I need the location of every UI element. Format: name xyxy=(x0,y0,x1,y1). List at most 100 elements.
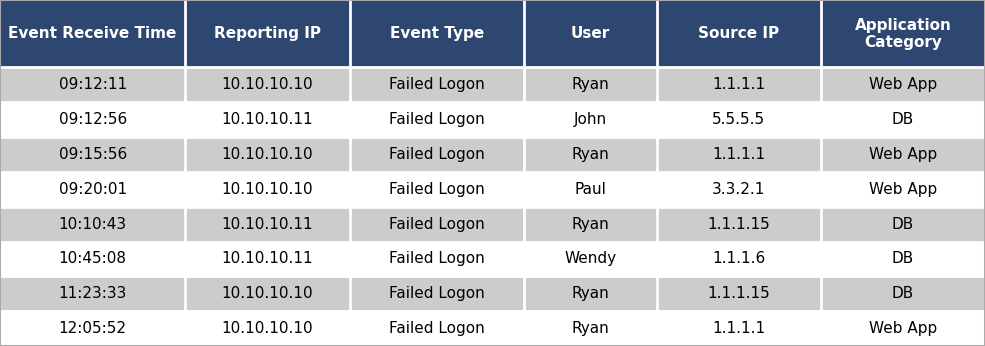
Text: 12:05:52: 12:05:52 xyxy=(59,321,127,336)
Bar xyxy=(524,311,657,346)
Bar xyxy=(0,67,185,102)
Text: 10:10:43: 10:10:43 xyxy=(59,217,127,231)
Bar xyxy=(657,0,821,67)
Bar xyxy=(524,67,657,102)
Text: 5.5.5.5: 5.5.5.5 xyxy=(712,112,765,127)
Bar xyxy=(657,276,821,311)
Text: 1.1.1.6: 1.1.1.6 xyxy=(712,252,765,266)
Text: 10.10.10.11: 10.10.10.11 xyxy=(222,217,313,231)
Text: Wendy: Wendy xyxy=(564,252,617,266)
Bar xyxy=(524,242,657,276)
Bar xyxy=(821,137,985,172)
Bar xyxy=(350,67,524,102)
Text: Failed Logon: Failed Logon xyxy=(389,147,485,162)
Text: 09:20:01: 09:20:01 xyxy=(59,182,127,197)
Bar xyxy=(657,137,821,172)
Bar xyxy=(185,67,350,102)
Bar xyxy=(350,137,524,172)
Bar xyxy=(0,172,185,207)
Text: Application
Category: Application Category xyxy=(854,18,952,50)
Bar xyxy=(524,102,657,137)
Bar xyxy=(657,172,821,207)
Bar xyxy=(185,311,350,346)
Text: Ryan: Ryan xyxy=(571,78,610,92)
Text: 09:12:56: 09:12:56 xyxy=(58,112,127,127)
Bar xyxy=(350,102,524,137)
Text: Web App: Web App xyxy=(869,147,937,162)
Text: 3.3.2.1: 3.3.2.1 xyxy=(712,182,765,197)
Bar xyxy=(524,0,657,67)
Text: Failed Logon: Failed Logon xyxy=(389,252,485,266)
Bar xyxy=(821,102,985,137)
Bar xyxy=(0,276,185,311)
Text: DB: DB xyxy=(891,252,914,266)
Bar xyxy=(657,67,821,102)
Text: 09:15:56: 09:15:56 xyxy=(58,147,127,162)
Text: 10.10.10.10: 10.10.10.10 xyxy=(222,147,313,162)
Bar xyxy=(821,0,985,67)
Text: Ryan: Ryan xyxy=(571,321,610,336)
Bar xyxy=(185,172,350,207)
Text: 10.10.10.10: 10.10.10.10 xyxy=(222,321,313,336)
Text: John: John xyxy=(574,112,607,127)
Bar xyxy=(524,276,657,311)
Text: DB: DB xyxy=(891,286,914,301)
Text: DB: DB xyxy=(891,112,914,127)
Bar xyxy=(821,172,985,207)
Bar xyxy=(524,207,657,242)
Bar xyxy=(0,0,185,67)
Text: 11:23:33: 11:23:33 xyxy=(58,286,127,301)
Text: 1.1.1.1: 1.1.1.1 xyxy=(712,78,765,92)
Text: 10.10.10.11: 10.10.10.11 xyxy=(222,252,313,266)
Bar xyxy=(0,242,185,276)
Text: 1.1.1.15: 1.1.1.15 xyxy=(707,217,770,231)
Bar xyxy=(657,102,821,137)
Bar xyxy=(821,207,985,242)
Bar xyxy=(524,137,657,172)
Bar xyxy=(0,137,185,172)
Text: 1.1.1.1: 1.1.1.1 xyxy=(712,321,765,336)
Text: 10:45:08: 10:45:08 xyxy=(59,252,127,266)
Text: 10.10.10.10: 10.10.10.10 xyxy=(222,286,313,301)
Bar xyxy=(185,276,350,311)
Text: Web App: Web App xyxy=(869,182,937,197)
Bar xyxy=(185,242,350,276)
Bar xyxy=(185,207,350,242)
Text: Failed Logon: Failed Logon xyxy=(389,286,485,301)
Bar xyxy=(821,276,985,311)
Bar xyxy=(821,67,985,102)
Text: User: User xyxy=(571,26,610,41)
Text: Source IP: Source IP xyxy=(698,26,779,41)
Bar xyxy=(350,276,524,311)
Text: Event Type: Event Type xyxy=(390,26,484,41)
Bar xyxy=(0,207,185,242)
Text: 10.10.10.11: 10.10.10.11 xyxy=(222,112,313,127)
Bar xyxy=(350,311,524,346)
Text: 10.10.10.10: 10.10.10.10 xyxy=(222,182,313,197)
Text: Failed Logon: Failed Logon xyxy=(389,217,485,231)
Bar xyxy=(185,0,350,67)
Bar xyxy=(657,242,821,276)
Bar xyxy=(185,102,350,137)
Text: 09:12:11: 09:12:11 xyxy=(59,78,127,92)
Bar xyxy=(0,311,185,346)
Bar xyxy=(657,311,821,346)
Text: 1.1.1.15: 1.1.1.15 xyxy=(707,286,770,301)
Bar xyxy=(350,242,524,276)
Text: 10.10.10.10: 10.10.10.10 xyxy=(222,78,313,92)
Bar xyxy=(350,207,524,242)
Bar xyxy=(821,311,985,346)
Text: Web App: Web App xyxy=(869,321,937,336)
Text: Failed Logon: Failed Logon xyxy=(389,182,485,197)
Text: Reporting IP: Reporting IP xyxy=(214,26,321,41)
Text: DB: DB xyxy=(891,217,914,231)
Text: Failed Logon: Failed Logon xyxy=(389,78,485,92)
Text: Paul: Paul xyxy=(574,182,607,197)
Bar xyxy=(350,0,524,67)
Text: Event Receive Time: Event Receive Time xyxy=(9,26,177,41)
Text: Failed Logon: Failed Logon xyxy=(389,321,485,336)
Bar xyxy=(0,102,185,137)
Bar xyxy=(524,172,657,207)
Text: 1.1.1.1: 1.1.1.1 xyxy=(712,147,765,162)
Bar xyxy=(350,172,524,207)
